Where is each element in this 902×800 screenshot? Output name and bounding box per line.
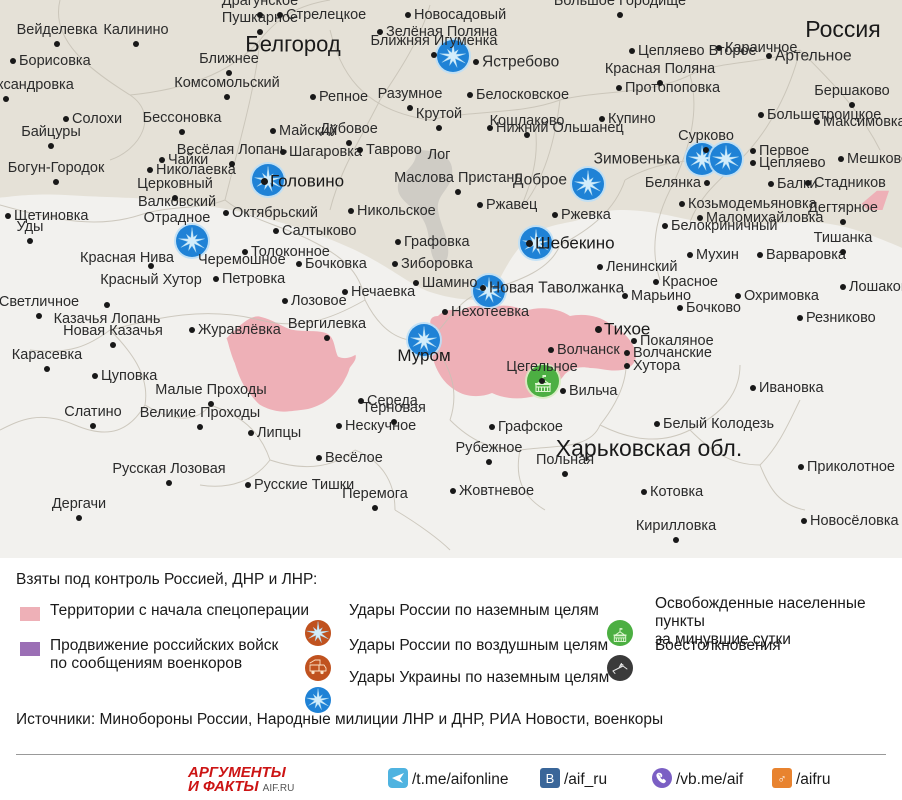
svg-text:B: B <box>546 771 555 786</box>
svg-text:♂: ♂ <box>778 772 787 786</box>
